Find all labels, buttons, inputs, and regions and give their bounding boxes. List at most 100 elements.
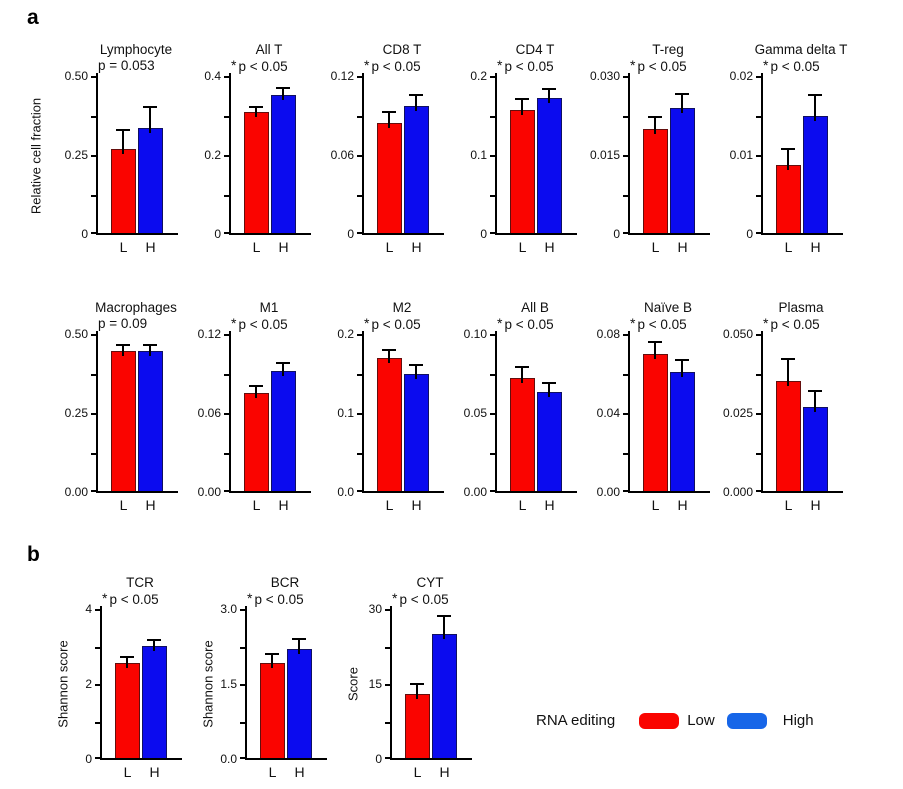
x-axis (245, 758, 327, 760)
y-axis (390, 606, 392, 759)
error-bar-low (122, 130, 124, 154)
x-category-label: L (413, 764, 422, 780)
error-cap-low (249, 385, 263, 387)
error-cap-low (382, 349, 396, 351)
y-axis-tick (224, 490, 229, 492)
error-cap-high (675, 359, 689, 361)
p-value-label: * p < 0.05 (763, 315, 820, 332)
y-tick-label: 1.5 (220, 677, 237, 691)
y-axis (362, 73, 364, 234)
y-axis (495, 73, 497, 234)
y-axis-tick (756, 116, 761, 118)
p-value-label: * p < 0.05 (392, 590, 449, 607)
y-tick-label: 0 (81, 227, 88, 241)
y-axis (495, 331, 497, 492)
error-bar-high (681, 94, 683, 113)
significance-star: * (497, 315, 503, 331)
x-category-label: L (784, 239, 793, 255)
x-category-label: L (119, 497, 128, 513)
y-axis-tick (385, 684, 390, 686)
error-bar-low (521, 99, 523, 115)
y-tick-label: 0.12 (197, 327, 221, 341)
bar-high (404, 374, 429, 492)
x-axis (362, 233, 444, 235)
y-axis (628, 73, 630, 234)
p-value-text: p < 0.05 (371, 317, 421, 332)
y-axis-tick (490, 195, 495, 197)
bar-low (776, 165, 801, 234)
x-category-label: H (145, 497, 156, 513)
y-axis-tick (385, 722, 390, 724)
chart-title: All B (521, 300, 549, 315)
error-cap-low (120, 656, 134, 658)
x-axis (96, 491, 178, 493)
panel-a-label: a (27, 6, 39, 29)
y-axis (229, 331, 231, 492)
error-bar-low (388, 112, 390, 128)
y-axis-tick (490, 490, 495, 492)
x-axis (495, 491, 577, 493)
y-axis-tick (756, 334, 761, 336)
panel-a-row-2: Macrophages p = 0.09 0.50 0.25 0.00 L H M1 * p < … (56, 300, 846, 516)
error-cap-high (808, 94, 822, 96)
error-bar-high (443, 616, 445, 639)
y-tick-label: 2 (85, 677, 92, 691)
bar-chart-bcr: BCR * p < 0.05 Shannon score 3.0 1.5 0.0 L H (199, 575, 339, 783)
error-bar-low (416, 684, 418, 699)
bar-low (776, 381, 801, 492)
significance-star: * (763, 57, 769, 73)
x-axis (100, 758, 182, 760)
bar-low (643, 354, 668, 492)
error-cap-high (147, 639, 161, 641)
y-axis-tick (490, 334, 495, 336)
y-axis-tick (91, 453, 96, 455)
x-category-label: H (544, 497, 555, 513)
error-cap-high (675, 93, 689, 95)
chart-title: M1 (259, 300, 279, 315)
p-value-text: p < 0.05 (637, 59, 687, 74)
error-cap-high (409, 94, 423, 96)
x-axis (362, 491, 444, 493)
p-value-text: p = 0.053 (98, 58, 155, 73)
y-axis-tick (623, 453, 628, 455)
y-tick-label: 0 (85, 752, 92, 766)
error-cap-high (143, 106, 157, 108)
bar-high (803, 116, 828, 234)
y-tick-label: 0.25 (64, 148, 88, 162)
bar-low (510, 110, 535, 234)
error-cap-low (116, 129, 130, 131)
legend-low-label: Low (687, 712, 715, 729)
y-axis-tick (623, 76, 628, 78)
y-tick-label: 0.50 (64, 69, 88, 83)
error-cap-high (808, 390, 822, 392)
bar-low (244, 112, 269, 234)
error-bar-high (548, 89, 550, 103)
error-cap-low (382, 111, 396, 113)
error-cap-low (781, 358, 795, 360)
significance-star: * (231, 57, 237, 73)
y-tick-label: 0.06 (197, 406, 221, 420)
y-axis-tick (91, 374, 96, 376)
x-axis (229, 233, 311, 235)
y-axis-tick (756, 453, 761, 455)
x-category-label: H (278, 239, 289, 255)
x-axis (761, 491, 843, 493)
bar-high (537, 392, 562, 492)
error-bar-high (282, 88, 284, 100)
p-value-label: * p < 0.05 (497, 315, 554, 332)
x-axis (628, 233, 710, 235)
x-category-label: H (810, 497, 821, 513)
chart-title: Lymphocyte (99, 42, 173, 57)
p-value-text: p = 0.09 (98, 316, 148, 331)
legend-low-swatch (639, 712, 680, 729)
y-axis-tick (95, 684, 100, 686)
y-tick-label: 0.00 (463, 485, 487, 499)
significance-star: * (630, 57, 636, 73)
bar-chart-cd4-t: CD4 T * p < 0.05 0.2 0.1 0 L H (455, 42, 580, 258)
p-value-text: p < 0.05 (504, 317, 554, 332)
p-value-label: * p < 0.05 (247, 590, 304, 607)
error-bar-low (654, 117, 656, 134)
y-axis-tick (91, 490, 96, 492)
error-cap-low (410, 683, 424, 685)
shared-y-axis-label: Relative cell fraction (28, 97, 44, 215)
